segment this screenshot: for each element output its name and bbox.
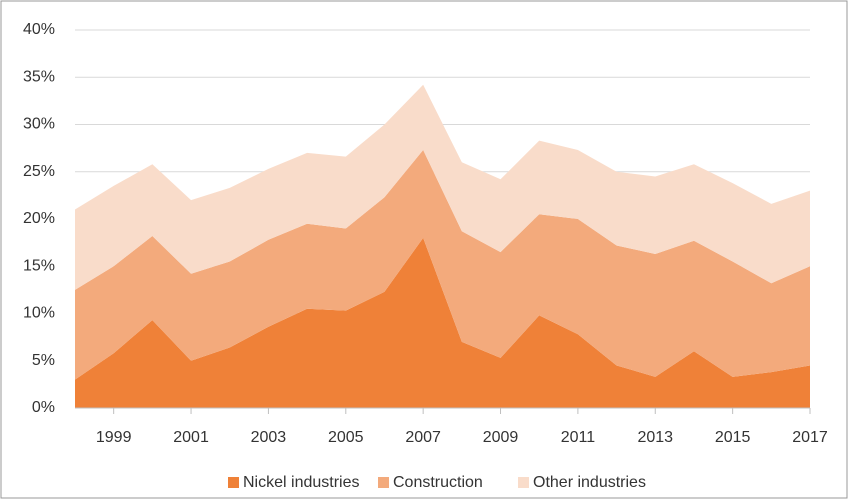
legend-label: Construction: [393, 474, 483, 491]
y-tick-label: 0%: [32, 399, 55, 416]
y-tick-label: 20%: [23, 210, 55, 227]
y-tick-label: 30%: [23, 116, 55, 133]
x-tick-label: 1999: [96, 429, 132, 446]
legend-swatch: [378, 477, 389, 488]
y-tick-label: 25%: [23, 163, 55, 180]
y-tick-label: 5%: [32, 352, 55, 369]
area: [75, 150, 810, 380]
legend-swatch: [518, 477, 529, 488]
x-tick-label: 2013: [637, 429, 673, 446]
x-tick-label: 2011: [561, 429, 596, 446]
y-tick-label: 15%: [23, 257, 55, 274]
x-tick-label: 2001: [173, 429, 209, 446]
y-tick-label: 10%: [23, 305, 55, 322]
x-tick-label: 2009: [483, 429, 519, 446]
y-tick-label: 40%: [23, 21, 55, 38]
area: [75, 84, 810, 290]
y-tick-label: 35%: [23, 68, 55, 85]
legend-swatch: [228, 477, 239, 488]
area: [75, 237, 810, 408]
legend-label: Nickel industries: [243, 474, 359, 491]
legend-label: Other industries: [533, 474, 646, 491]
x-tick-label: 2005: [328, 429, 364, 446]
x-tick-label: 2015: [715, 429, 751, 446]
x-tick-label: 2003: [251, 429, 287, 446]
x-tick-label: 2007: [405, 429, 441, 446]
x-tick-label: 2017: [792, 429, 828, 446]
